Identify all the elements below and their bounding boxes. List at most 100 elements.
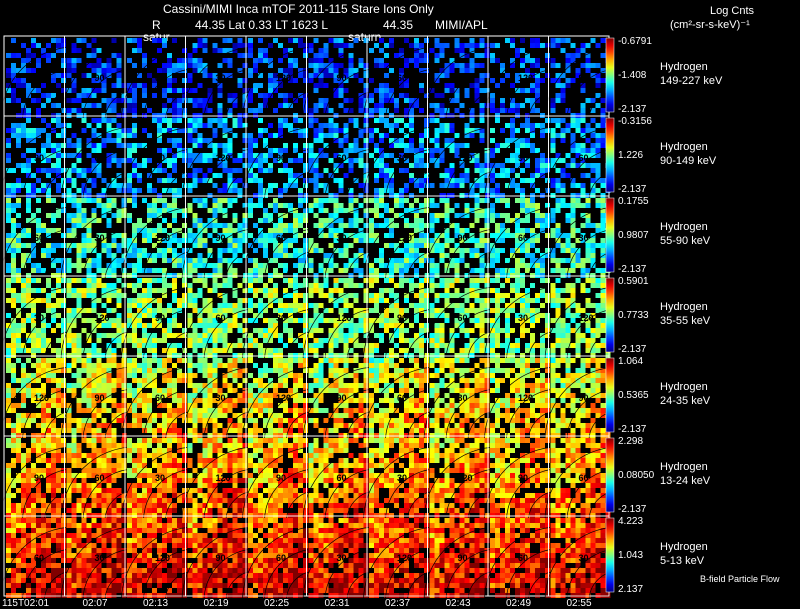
image-cell xyxy=(363,435,438,522)
colorbar xyxy=(605,197,615,273)
colorbar-min-label: -2.137 xyxy=(618,344,647,355)
energy-label: 24-35 keV xyxy=(660,395,711,407)
image-cell xyxy=(242,115,317,202)
colorbar-mid-label: 1.226 xyxy=(618,150,644,161)
contour-label: 90 xyxy=(458,553,468,563)
image-cell xyxy=(302,275,378,362)
image-cell xyxy=(181,275,257,362)
image-cell xyxy=(0,355,75,442)
time-tick-label: 02:55 xyxy=(566,598,592,609)
colorbar-max-label: -0.6791 xyxy=(618,36,652,47)
colorbar xyxy=(605,37,615,113)
image-cell xyxy=(302,515,378,602)
contour-label: 120 xyxy=(337,313,352,323)
contour-label: 60 xyxy=(337,473,347,483)
image-cell xyxy=(181,115,257,202)
image-cell xyxy=(302,435,378,522)
contour-label: 60 xyxy=(34,233,44,243)
image-cell xyxy=(363,275,438,362)
image-cell xyxy=(181,195,257,282)
energy-label: 35-55 keV xyxy=(660,315,711,327)
energy-label: 55-90 keV xyxy=(660,235,711,247)
image-cell xyxy=(181,35,257,122)
time-tick-label: 02:25 xyxy=(264,598,290,609)
contour-label: 120 xyxy=(518,393,533,403)
contour-label: 60 xyxy=(155,73,165,83)
contour-label: 120 xyxy=(397,233,412,243)
image-cell xyxy=(60,115,136,202)
colorbar-min-label: -2.137 xyxy=(618,504,647,515)
colorbar-min-label: -2.137 xyxy=(618,104,647,115)
contour-label: 60 xyxy=(518,553,528,563)
energy-label: 90-149 keV xyxy=(660,155,717,167)
image-cell xyxy=(302,195,378,282)
contour-label: 30 xyxy=(155,473,165,483)
contour-label: 60 xyxy=(458,313,468,323)
image-cell xyxy=(121,115,196,202)
image-cell xyxy=(242,275,317,362)
contour-label: 120 xyxy=(155,233,170,243)
time-tick-label: 115T02:01 xyxy=(2,598,50,609)
colorbar-min-label: -2.137 xyxy=(618,424,647,435)
image-cell xyxy=(60,435,136,522)
image-cell xyxy=(484,275,559,362)
contour-label: 30 xyxy=(518,313,528,323)
contour-label: 30 xyxy=(397,473,407,483)
image-cell xyxy=(302,115,378,202)
image-cell xyxy=(484,115,559,202)
colorbar-max-label: -0.3156 xyxy=(618,116,652,127)
colorbar-max-label: 0.5901 xyxy=(618,276,649,287)
contour-label: 60 xyxy=(276,553,286,563)
contour-label: 120 xyxy=(276,73,291,83)
units-title: Log Cnts xyxy=(710,5,755,17)
contour-label: 60 xyxy=(95,153,105,163)
time-tick-label: 02:19 xyxy=(203,598,229,609)
time-tick-label: 02:07 xyxy=(82,598,108,609)
contour-label: 30 xyxy=(458,73,468,83)
contour-label: 30 xyxy=(216,73,226,83)
l-value: 44.35 xyxy=(383,18,414,32)
colorbar-max-label: 1.064 xyxy=(618,356,644,367)
image-cell xyxy=(0,515,75,602)
colorbar-mid-label: 0.7733 xyxy=(618,310,649,321)
image-cell xyxy=(242,515,317,602)
contour-label: 90 xyxy=(518,153,528,163)
contour-label: 30 xyxy=(337,233,347,243)
contour-label: 60 xyxy=(34,553,44,563)
colorbar xyxy=(605,117,615,193)
image-cell xyxy=(0,275,75,362)
contour-label: 120 xyxy=(458,153,473,163)
contour-label: 90 xyxy=(579,73,589,83)
contour-label: 120 xyxy=(34,73,49,83)
colorbar-min-label: -2.137 xyxy=(618,264,647,275)
colorbar xyxy=(605,277,615,353)
contour-label: 90 xyxy=(276,473,286,483)
contour-label: 120 xyxy=(155,553,170,563)
energy-label: 5-13 keV xyxy=(660,555,705,567)
image-cell xyxy=(0,435,75,522)
image-cell xyxy=(363,115,438,202)
energy-label: 13-24 keV xyxy=(660,475,711,487)
colorbar-min-label: -2.137 xyxy=(618,184,647,195)
image-cell xyxy=(484,35,559,122)
colorbar-max-label: 0.1755 xyxy=(618,196,649,207)
time-tick-label: 02:37 xyxy=(385,598,411,609)
colorbar-mid-label: 1.043 xyxy=(618,550,644,561)
contour-label: 90 xyxy=(518,473,528,483)
colorbar-mid-label: 0.5365 xyxy=(618,390,649,401)
contour-label: 30 xyxy=(579,233,589,243)
species-label: Hydrogen xyxy=(660,461,708,473)
contour-label: 120 xyxy=(276,393,291,403)
species-label: Hydrogen xyxy=(660,61,708,73)
contour-label: 30 xyxy=(276,313,286,323)
image-cell xyxy=(121,275,196,362)
image-cell xyxy=(121,515,196,602)
contour-label: 120 xyxy=(458,473,473,483)
contour-label: 60 xyxy=(518,233,528,243)
contour-label: 60 xyxy=(276,233,286,243)
contour-label: 30 xyxy=(155,153,165,163)
contour-label: 30 xyxy=(95,553,105,563)
image-cell xyxy=(484,515,559,602)
image-cell xyxy=(121,195,196,282)
